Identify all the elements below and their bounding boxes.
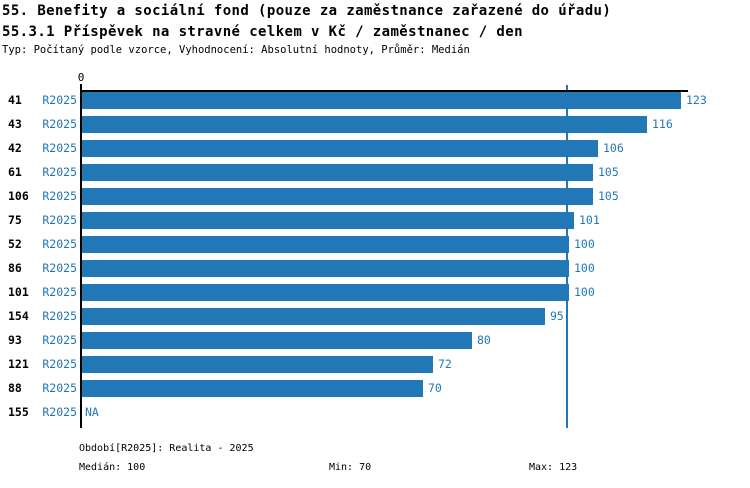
category-label: 61 — [8, 165, 22, 179]
category-label: 75 — [8, 213, 22, 227]
category-label: 93 — [8, 333, 22, 347]
bar — [82, 116, 647, 133]
bar — [82, 164, 593, 181]
value-label: NA — [85, 405, 99, 419]
indicator-title: 55.3.1 Příspěvek na stravné celkem v Kč … — [2, 24, 523, 40]
category-label: 86 — [8, 261, 22, 275]
category-label: 42 — [8, 141, 22, 155]
series-label: R2025 — [42, 357, 77, 371]
period-legend: Období[R2025]: Realita - 2025 — [79, 443, 254, 454]
max-summary: Max: 123 — [529, 462, 578, 473]
bar — [82, 332, 472, 349]
category-label: 101 — [8, 285, 29, 299]
min-summary: Min: 70 — [329, 462, 372, 473]
bar — [82, 380, 423, 397]
series-label: R2025 — [42, 381, 77, 395]
series-label: R2025 — [42, 165, 77, 179]
category-label: 154 — [8, 309, 29, 323]
category-label: 121 — [8, 357, 29, 371]
bar — [82, 236, 569, 253]
bar — [82, 92, 681, 109]
value-label: 101 — [579, 213, 600, 227]
value-label: 70 — [428, 381, 442, 395]
category-label: 106 — [8, 189, 29, 203]
series-label: R2025 — [42, 93, 77, 107]
bar — [82, 260, 569, 277]
value-label: 106 — [603, 141, 624, 155]
bar — [82, 188, 593, 205]
value-label: 105 — [598, 189, 619, 203]
value-label: 105 — [598, 165, 619, 179]
value-label: 95 — [550, 309, 564, 323]
bar — [82, 212, 574, 229]
series-label: R2025 — [42, 309, 77, 323]
category-label: 88 — [8, 381, 22, 395]
value-label: 80 — [477, 333, 491, 347]
series-label: R2025 — [42, 333, 77, 347]
series-label: R2025 — [42, 141, 77, 155]
category-label: 43 — [8, 117, 22, 131]
value-label: 100 — [574, 285, 595, 299]
category-label: 41 — [8, 93, 22, 107]
value-label: 123 — [686, 93, 707, 107]
value-label: 72 — [438, 357, 452, 371]
series-label: R2025 — [42, 189, 77, 203]
report-title: 55. Benefity a sociální fond (pouze za z… — [2, 3, 612, 19]
series-label: R2025 — [42, 261, 77, 275]
indicator-subtitle: Typ: Počítaný podle vzorce, Vyhodnocení:… — [2, 44, 470, 56]
bar — [82, 284, 569, 301]
category-label: 52 — [8, 237, 22, 251]
bar — [82, 356, 433, 373]
series-label: R2025 — [42, 237, 77, 251]
median-reference-line — [566, 85, 568, 428]
value-label: 116 — [652, 117, 673, 131]
x-axis-line — [80, 90, 688, 92]
series-label: R2025 — [42, 405, 77, 419]
x-axis-zero-tick-label: 0 — [77, 71, 85, 84]
bar — [82, 308, 545, 325]
median-summary: Medián: 100 — [79, 462, 146, 473]
value-label: 100 — [574, 261, 595, 275]
series-label: R2025 — [42, 117, 77, 131]
category-label: 155 — [8, 405, 29, 419]
y-axis-line — [80, 84, 82, 428]
series-label: R2025 — [42, 285, 77, 299]
value-label: 100 — [574, 237, 595, 251]
bar — [82, 140, 598, 157]
series-label: R2025 — [42, 213, 77, 227]
